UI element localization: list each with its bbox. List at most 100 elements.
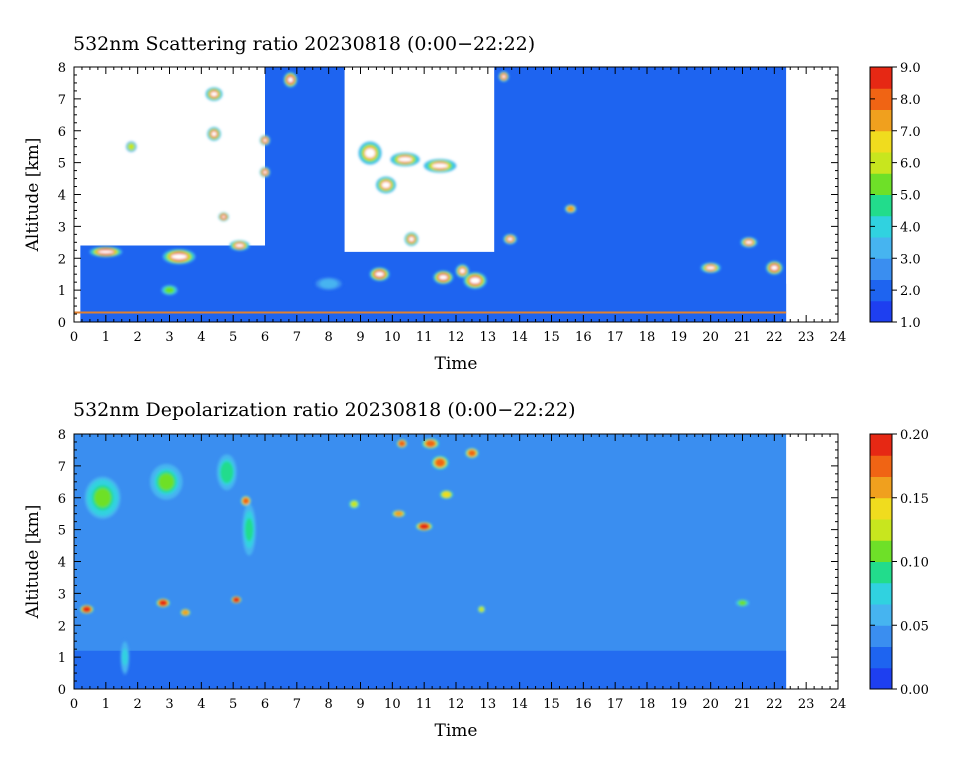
y-tick-label: 1 xyxy=(58,651,66,666)
x-tick-label: 5 xyxy=(229,697,237,712)
heatmap-saturated-core xyxy=(171,253,187,260)
colorbar-segment xyxy=(870,434,892,456)
heatmap-saturated-core xyxy=(263,170,267,174)
x-tick-label: 10 xyxy=(384,330,401,345)
heatmap-cell xyxy=(435,458,445,467)
heatmap-saturated-core xyxy=(211,131,217,137)
y-tick-label: 7 xyxy=(58,93,66,108)
x-tick-label: 23 xyxy=(798,697,815,712)
x-tick-label: 24 xyxy=(830,330,847,345)
x-tick-label: 15 xyxy=(543,697,560,712)
colorbar-segment xyxy=(870,215,892,238)
y-axis-label: Altitude [km] xyxy=(23,505,43,620)
x-tick-label: 1 xyxy=(102,697,110,712)
heatmap-cell xyxy=(82,606,91,613)
heatmap-background xyxy=(74,434,787,689)
y-tick-label: 6 xyxy=(58,125,66,140)
heatmap-cell xyxy=(245,518,253,542)
x-tick-label: 9 xyxy=(356,697,364,712)
x-tick-label: 13 xyxy=(480,330,497,345)
x-tick-label: 17 xyxy=(607,330,624,345)
x-axis-label: Time xyxy=(435,721,478,741)
y-axis: 0 1 2 3 4 5 6 7 8 xyxy=(58,61,838,331)
heatmap-saturated-core xyxy=(706,266,716,270)
heatmap-cell xyxy=(94,488,112,508)
x-tick-label: 7 xyxy=(293,697,301,712)
x-tick-label: 20 xyxy=(702,330,719,345)
colorbar-tick-label: 4.0 xyxy=(900,220,921,235)
chart-title: 532nm Depolarization ratio 20230818 (0:0… xyxy=(73,399,575,421)
heatmap-saturated-core xyxy=(507,237,513,241)
colorbar-segment xyxy=(870,152,892,174)
colorbar-segment xyxy=(870,476,892,499)
y-tick-label: 3 xyxy=(58,220,66,235)
x-tick-label: 0 xyxy=(70,697,78,712)
colorbar-tick-label: 6.0 xyxy=(900,157,921,172)
heatmap-saturated-core xyxy=(210,91,218,97)
colorbar-segment xyxy=(870,604,892,626)
x-axis: 0 1 2 3 4 5 6 7 8 9 10 11 12 13 14 15 16 17 18 19 20 21 22 23 24 xyxy=(70,434,846,712)
y-tick-label: 5 xyxy=(58,524,66,539)
y-tick-label: 8 xyxy=(58,428,66,443)
x-tick-label: 13 xyxy=(480,697,497,712)
x-tick-label: 3 xyxy=(165,697,173,712)
colorbar-tick-label: 2.0 xyxy=(900,284,921,299)
colorbar-tick-label: 0.00 xyxy=(900,683,929,698)
colorbar-segment xyxy=(870,279,892,302)
heatmap-cell xyxy=(121,648,128,666)
x-tick-label: 11 xyxy=(416,330,433,345)
heatmap-features xyxy=(79,438,750,676)
y-tick-label: 3 xyxy=(58,587,66,602)
colorbar-tick-label: 1.0 xyxy=(900,316,921,331)
heatmap-saturated-core xyxy=(375,271,384,277)
heatmap-cell xyxy=(425,440,436,447)
y-tick-label: 2 xyxy=(58,252,66,267)
x-tick-label: 20 xyxy=(702,697,719,712)
x-tick-label: 14 xyxy=(511,330,528,345)
x-tick-label: 8 xyxy=(325,330,333,345)
heatmap-cell xyxy=(478,606,485,612)
x-tick-label: 15 xyxy=(543,330,560,345)
x-tick-label: 16 xyxy=(575,330,592,345)
heatmap-area xyxy=(74,67,787,322)
colorbar-tick-label: 5.0 xyxy=(900,189,921,204)
colorbar-segment xyxy=(870,667,892,690)
heatmap-cell xyxy=(350,501,358,508)
x-tick-label: 12 xyxy=(448,697,465,712)
chart-title: 532nm Scattering ratio 20230818 (0:00−22… xyxy=(73,33,535,55)
heatmap-cell xyxy=(398,440,406,447)
colorbar-segment xyxy=(870,67,892,89)
colorbar-tick-label: 0.15 xyxy=(900,492,929,507)
colorbar-segment xyxy=(870,173,892,195)
heatmap-area xyxy=(74,434,787,689)
x-tick-label: 21 xyxy=(734,330,751,345)
x-tick-label: 6 xyxy=(261,697,269,712)
heatmap-saturated-core xyxy=(287,76,294,83)
x-tick-label: 4 xyxy=(197,330,205,345)
heatmap-cell xyxy=(567,205,575,212)
x-tick-label: 2 xyxy=(134,330,142,345)
heatmap-saturated-core xyxy=(438,274,448,280)
heatmap-cell xyxy=(182,609,189,616)
heatmap-cell xyxy=(468,449,476,457)
heatmap-cell xyxy=(321,279,336,288)
heatmap-saturated-core xyxy=(408,236,415,242)
colorbar-segment xyxy=(870,540,892,562)
x-tick-label: 22 xyxy=(766,697,783,712)
heatmap-saturated-core xyxy=(263,138,267,142)
x-tick-label: 22 xyxy=(766,330,783,345)
heatmap-cell xyxy=(394,511,403,517)
colorbar-segment xyxy=(870,519,892,541)
y-tick-label: 2 xyxy=(58,619,66,634)
colorbar-tick-label: 0.05 xyxy=(900,619,929,634)
heatmap-cell xyxy=(159,599,168,606)
colorbar-tick-label: 8.0 xyxy=(900,93,921,108)
colorbar-segment xyxy=(870,300,892,323)
heatmap-saturated-core xyxy=(398,157,413,162)
x-tick-label: 24 xyxy=(830,697,847,712)
heatmap-saturated-core xyxy=(97,250,114,254)
y-tick-label: 8 xyxy=(58,61,66,76)
heatmap-low-band xyxy=(74,650,787,689)
heatmap-saturated-core xyxy=(745,240,753,244)
heatmap-saturated-core xyxy=(459,268,465,274)
